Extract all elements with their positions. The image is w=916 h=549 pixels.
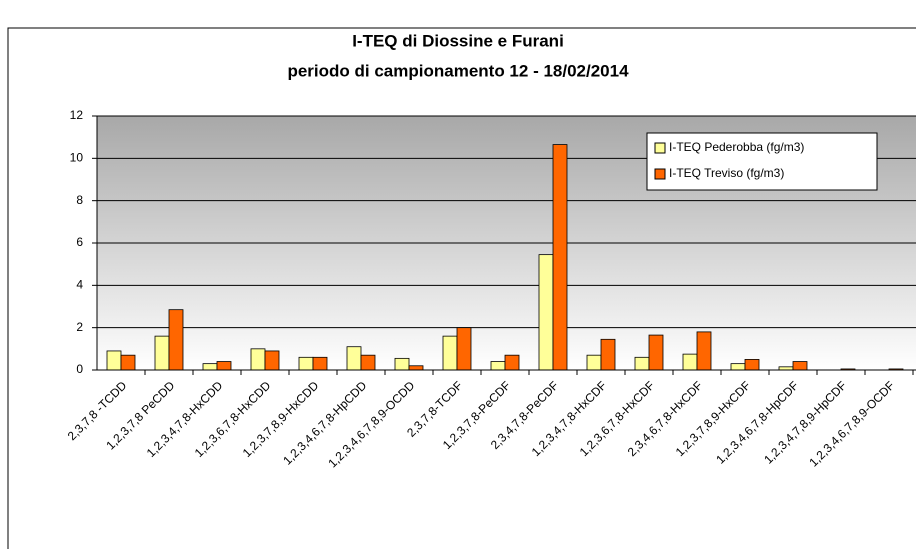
bar — [648, 334, 664, 371]
chart-title: I-TEQ di Diossine e Furani — [352, 31, 564, 50]
bar — [264, 350, 280, 371]
bar — [552, 144, 568, 371]
legend-swatch — [654, 142, 666, 154]
bar — [504, 354, 520, 371]
bar — [168, 309, 184, 371]
bar — [106, 350, 122, 371]
bar — [792, 361, 808, 371]
bar — [298, 356, 314, 371]
bar — [202, 363, 218, 371]
legend-swatch — [654, 168, 666, 180]
bar — [634, 356, 650, 371]
bar — [442, 335, 458, 371]
y-tick-label: 2 — [76, 320, 83, 334]
bar — [696, 331, 712, 371]
bar — [408, 365, 424, 371]
bar — [394, 357, 410, 371]
legend-label: I-TEQ Treviso (fg/m3) — [669, 166, 784, 180]
bar — [490, 361, 506, 371]
bar — [456, 327, 472, 371]
y-tick-label: 10 — [70, 151, 84, 165]
bar — [360, 354, 376, 371]
bar — [346, 346, 362, 371]
bar — [312, 356, 328, 371]
y-tick-label: 0 — [76, 362, 83, 376]
y-tick-label: 8 — [76, 193, 83, 207]
bar — [154, 335, 170, 371]
y-tick-label: 6 — [76, 235, 83, 249]
bar — [586, 354, 602, 371]
chart-subtitle: periodo di campionamento 12 - 18/02/2014 — [287, 61, 629, 80]
bar — [538, 254, 554, 371]
y-tick-label: 12 — [70, 108, 84, 122]
legend-box — [646, 132, 878, 191]
bar — [120, 354, 136, 371]
y-tick-label: 4 — [76, 278, 83, 292]
legend-label: I-TEQ Pederobba (fg/m3) — [669, 140, 804, 154]
bar — [250, 348, 266, 371]
bar — [600, 338, 616, 371]
bar — [216, 361, 232, 371]
bar — [730, 363, 746, 371]
bar — [682, 353, 698, 371]
bar — [744, 359, 760, 371]
